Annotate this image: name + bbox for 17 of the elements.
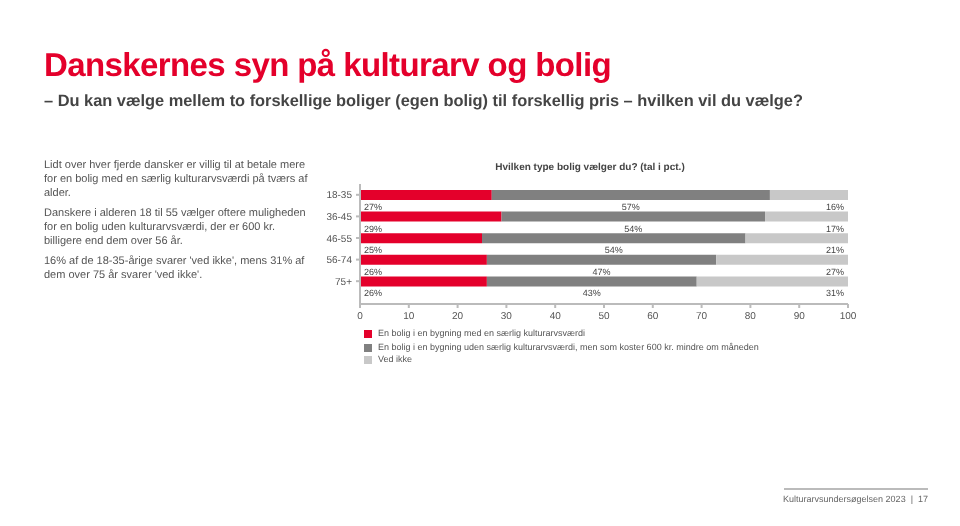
bar [486, 254, 717, 265]
bar [491, 190, 770, 200]
bar [360, 254, 487, 265]
bar [716, 254, 848, 265]
bar [360, 190, 492, 200]
bar [696, 276, 848, 287]
bar [486, 276, 697, 287]
chart-title: Danskernes syn på kulturarv og bolig [44, 48, 612, 86]
chart-subtitle: – Du kan vælge mellem to forskellige boliger (egen bolig) til forskellig pris – hvilken vil du vælge? [44, 92, 805, 112]
bar [360, 233, 482, 244]
bar [482, 233, 746, 244]
bar [769, 190, 848, 200]
bar [745, 233, 848, 244]
bar [765, 211, 848, 222]
bar [501, 211, 766, 222]
bar [360, 276, 487, 287]
bar [360, 211, 502, 222]
